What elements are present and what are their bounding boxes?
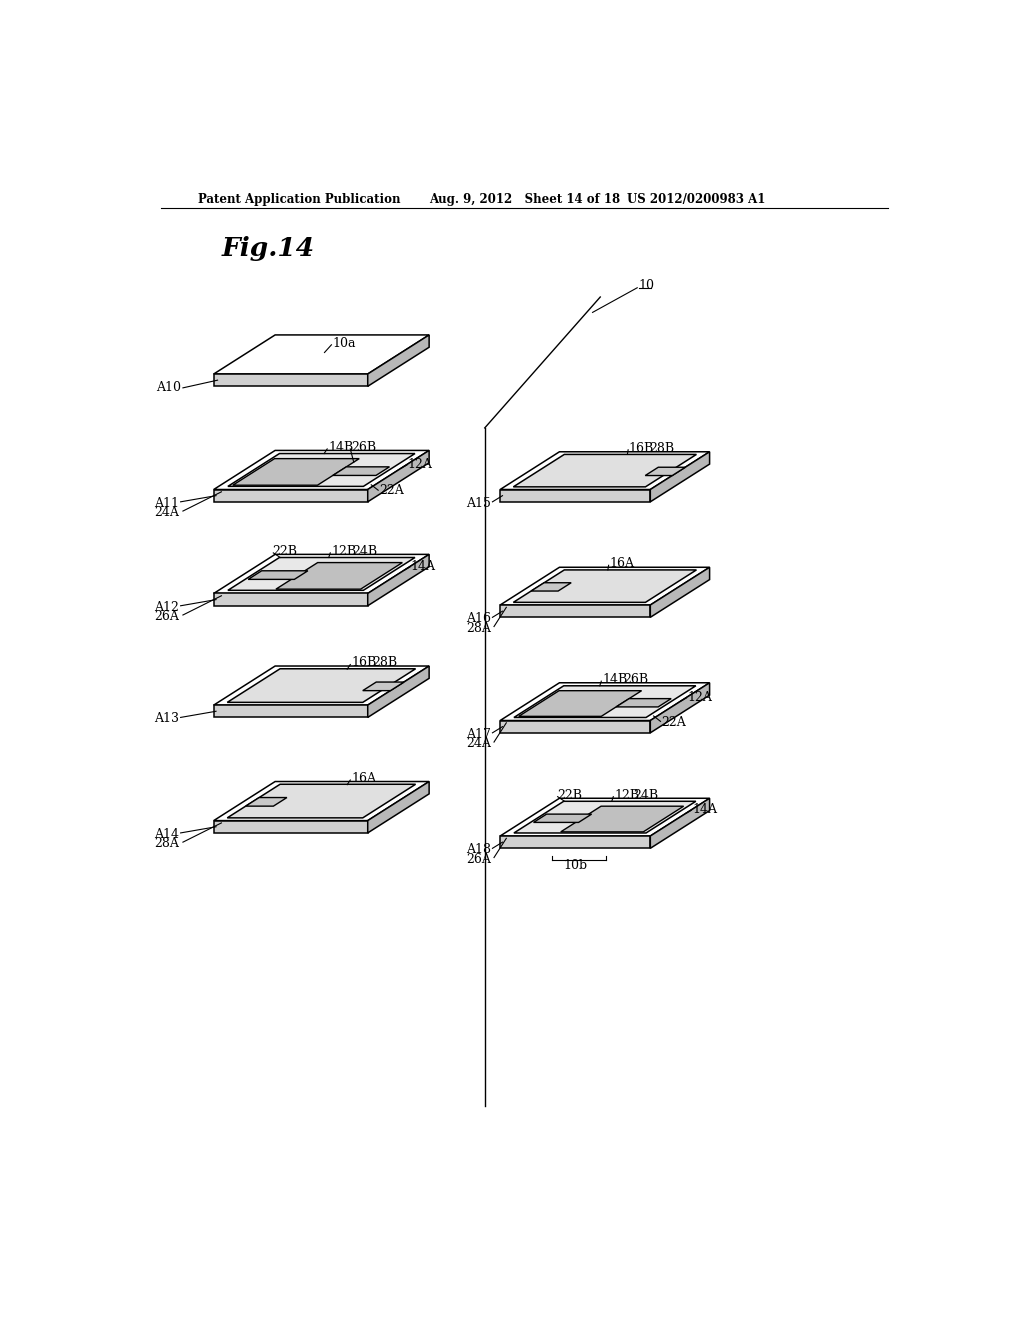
Polygon shape — [214, 781, 429, 821]
Polygon shape — [500, 568, 710, 605]
Polygon shape — [228, 454, 415, 486]
Text: 12B: 12B — [331, 545, 356, 558]
Text: 14B: 14B — [602, 673, 628, 686]
Polygon shape — [513, 454, 696, 487]
Text: 22B: 22B — [557, 788, 582, 801]
Polygon shape — [214, 667, 429, 705]
Polygon shape — [214, 594, 368, 606]
Text: 16A: 16A — [609, 557, 635, 570]
Text: 14A: 14A — [692, 803, 717, 816]
Text: Fig.14: Fig.14 — [221, 236, 314, 261]
Text: 12A: 12A — [408, 458, 432, 471]
Polygon shape — [650, 682, 710, 733]
Polygon shape — [500, 682, 710, 721]
Polygon shape — [561, 807, 684, 832]
Polygon shape — [500, 836, 650, 849]
Polygon shape — [500, 490, 650, 502]
Polygon shape — [500, 799, 710, 836]
Text: 12A: 12A — [687, 690, 712, 704]
Polygon shape — [214, 450, 429, 490]
Text: 28B: 28B — [372, 656, 397, 669]
Text: Aug. 9, 2012   Sheet 14 of 18: Aug. 9, 2012 Sheet 14 of 18 — [429, 194, 621, 206]
Polygon shape — [368, 781, 429, 833]
Polygon shape — [275, 562, 402, 589]
Text: A15: A15 — [466, 496, 490, 510]
Polygon shape — [246, 797, 287, 807]
Polygon shape — [214, 554, 429, 594]
Text: A11: A11 — [154, 496, 179, 510]
Polygon shape — [368, 554, 429, 606]
Polygon shape — [214, 335, 429, 374]
Polygon shape — [368, 450, 429, 502]
Polygon shape — [513, 570, 696, 602]
Text: Patent Application Publication: Patent Application Publication — [199, 194, 400, 206]
Polygon shape — [500, 451, 710, 490]
Text: A17: A17 — [466, 727, 490, 741]
Polygon shape — [214, 705, 368, 718]
Text: A14: A14 — [154, 828, 179, 841]
Text: 24B: 24B — [633, 788, 658, 801]
Polygon shape — [214, 490, 368, 502]
Polygon shape — [227, 669, 416, 702]
Polygon shape — [650, 799, 710, 849]
Polygon shape — [616, 698, 671, 708]
Polygon shape — [531, 582, 571, 591]
Text: 16B: 16B — [351, 656, 376, 669]
Text: 28B: 28B — [649, 442, 674, 455]
Text: 12B: 12B — [614, 788, 639, 801]
Text: 24A: 24A — [155, 506, 179, 519]
Text: 28A: 28A — [155, 837, 179, 850]
Text: 14A: 14A — [411, 560, 436, 573]
Text: 26B: 26B — [623, 673, 648, 686]
Polygon shape — [368, 667, 429, 718]
Polygon shape — [333, 467, 389, 475]
Polygon shape — [232, 458, 359, 486]
Text: A10: A10 — [157, 381, 181, 395]
Text: 14B: 14B — [328, 441, 353, 454]
Text: 26A: 26A — [466, 853, 490, 866]
Polygon shape — [650, 451, 710, 502]
Text: A12: A12 — [155, 601, 179, 614]
Text: 16A: 16A — [351, 772, 376, 785]
Text: 28A: 28A — [466, 622, 490, 635]
Polygon shape — [227, 784, 416, 818]
Polygon shape — [519, 690, 642, 717]
Text: 26B: 26B — [351, 441, 376, 454]
Polygon shape — [514, 686, 696, 718]
Polygon shape — [500, 605, 650, 618]
Text: 22A: 22A — [662, 715, 686, 729]
Polygon shape — [228, 557, 415, 590]
Text: 10b: 10b — [563, 859, 588, 871]
Polygon shape — [368, 335, 429, 387]
Text: 22B: 22B — [272, 545, 298, 558]
Polygon shape — [500, 721, 650, 733]
Text: A18: A18 — [466, 843, 490, 857]
Polygon shape — [534, 814, 592, 822]
Text: 26A: 26A — [155, 610, 179, 623]
Text: 16B: 16B — [629, 442, 654, 455]
Text: 10a: 10a — [332, 337, 355, 350]
Text: A16: A16 — [466, 612, 490, 626]
Text: US 2012/0200983 A1: US 2012/0200983 A1 — [628, 194, 766, 206]
Polygon shape — [214, 374, 368, 387]
Polygon shape — [645, 467, 685, 475]
Text: 10: 10 — [639, 279, 654, 292]
Polygon shape — [514, 801, 696, 833]
Text: 24B: 24B — [352, 545, 377, 558]
Polygon shape — [650, 568, 710, 618]
Text: 24A: 24A — [466, 737, 490, 750]
Text: 22A: 22A — [379, 484, 403, 498]
Polygon shape — [214, 821, 368, 833]
Polygon shape — [362, 682, 403, 690]
Polygon shape — [248, 570, 308, 579]
Text: A13: A13 — [154, 713, 179, 726]
